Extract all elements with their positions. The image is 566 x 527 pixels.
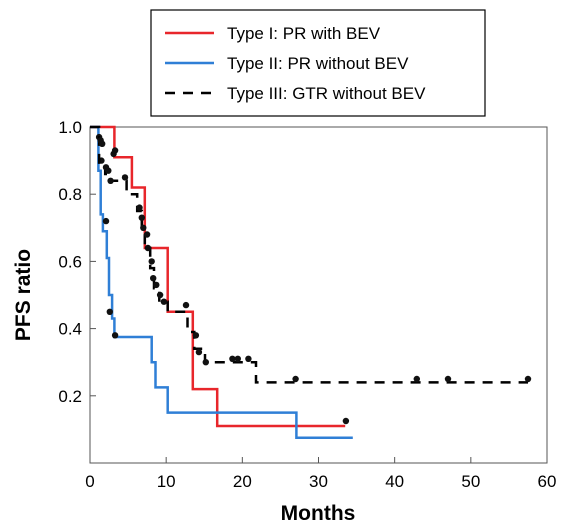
series-type-ii — [90, 125, 353, 440]
censor-point-type-iii — [156, 291, 164, 299]
series-type-iii — [90, 125, 532, 384]
censor-point-type-iii — [144, 244, 152, 252]
censor-point-type-iii — [150, 275, 157, 282]
censor-point-type-iii — [99, 140, 106, 147]
series-line-type-iii — [90, 125, 528, 384]
censor-point-type-iii — [292, 375, 299, 383]
legend: Type I: PR with BEV Type II: PR without … — [150, 9, 486, 117]
series-layer — [90, 125, 532, 440]
x-tick-label: 50 — [461, 472, 480, 491]
y-axis: 0.2 0.4 0.6 0.8 1.0 — [58, 118, 96, 406]
censor-point-type-iii — [229, 355, 236, 362]
censor-point-type-iii — [234, 355, 241, 362]
censor-point-type-iii — [140, 224, 147, 231]
censor-point-type-iii — [413, 375, 420, 383]
censor-point-type-ii — [102, 217, 110, 225]
y-axis-title: PFS ratio — [12, 249, 35, 341]
legend-label-type-iii: Type III: GTR without BEV — [227, 84, 426, 103]
series-line-type-ii — [90, 125, 353, 440]
censor-point-type-iii — [245, 355, 252, 362]
y-tick-label: 0.6 — [58, 252, 82, 271]
y-tick-label: 0.8 — [58, 185, 82, 204]
censor-point-type-iii — [195, 348, 203, 356]
censor-point-type-iii — [192, 332, 200, 339]
censor-point-type-iii — [121, 174, 129, 181]
legend-label-type-i: Type I: PR with BEV — [227, 24, 381, 43]
censor-point-type-i — [342, 417, 350, 425]
x-tick-label: 10 — [157, 472, 176, 491]
censor-point-type-iii — [136, 204, 143, 211]
censor-point-type-iii — [153, 281, 160, 289]
x-axis: 0 10 20 30 40 50 60 — [85, 457, 556, 491]
series-type-i — [90, 125, 350, 428]
censor-point-type-iii — [138, 214, 145, 221]
censor-point-type-iii — [160, 298, 168, 305]
y-tick-label: 1.0 — [58, 118, 82, 137]
x-tick-label: 0 — [85, 472, 94, 491]
x-axis-title: Months — [281, 502, 356, 525]
y-tick-label: 0.4 — [58, 320, 82, 339]
x-tick-label: 40 — [385, 472, 404, 491]
censor-point-type-iii — [444, 375, 452, 383]
censor-point-type-ii — [111, 332, 119, 339]
censor-point-type-iii — [202, 359, 209, 366]
x-tick-label: 30 — [309, 472, 328, 491]
censor-point-type-ii — [106, 308, 114, 315]
censor-point-type-iii — [107, 177, 114, 184]
x-tick-label: 60 — [538, 472, 557, 491]
y-tick-label: 0.2 — [58, 387, 82, 406]
legend-label-type-ii: Type II: PR without BEV — [227, 54, 409, 73]
censor-point-type-iii — [143, 231, 151, 238]
censor-point-type-iii — [105, 167, 112, 174]
series-line-type-i — [90, 125, 346, 428]
x-tick-label: 20 — [233, 472, 252, 491]
censor-point-type-iii — [182, 301, 190, 309]
censor-point-type-iii — [524, 375, 532, 383]
censor-point-type-iii — [111, 147, 119, 154]
censor-point-type-iii — [148, 258, 155, 265]
